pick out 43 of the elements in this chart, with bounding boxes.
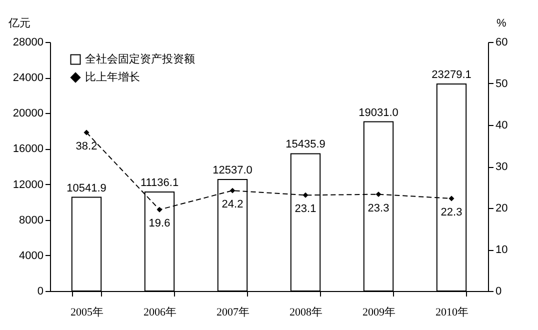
x-tick-label: 2005年: [70, 306, 104, 318]
y-tick-label: 28000: [12, 36, 44, 48]
data-label: 19031.0: [358, 106, 398, 119]
x-tick-label: 2006年: [144, 306, 176, 318]
y2-tick-label: 10: [496, 244, 508, 256]
data-label: 23279.1: [432, 68, 472, 81]
y-tick-label: 24000: [12, 72, 44, 84]
point: [230, 188, 236, 194]
x-tick-label: 2009年: [362, 306, 396, 318]
y2-tick-label: 50: [496, 78, 508, 90]
point: [302, 192, 308, 198]
x-tick-label: 2008年: [290, 306, 322, 318]
y-tick-label: 0: [37, 286, 44, 298]
y-tick-label: 8000: [19, 214, 44, 226]
y2-tick-label: 20: [496, 202, 508, 214]
data-label: 22.3: [440, 206, 462, 218]
point: [376, 192, 382, 198]
data-label: 11136.1: [140, 176, 179, 189]
point: [156, 206, 162, 212]
point: [84, 130, 90, 136]
y-tick-label: 16000: [12, 143, 44, 156]
data-label: 19.6: [148, 218, 170, 230]
data-label: 24.2: [222, 198, 244, 211]
legend-label: 全社会固定资产投资额: [85, 52, 195, 66]
y2-tick-label: 60: [496, 36, 508, 48]
legend-label: 比上年增长: [85, 70, 140, 84]
y2-tick-label: 40: [496, 120, 508, 132]
x-tick-label: 2007年: [216, 306, 250, 318]
data-label: 23.3: [368, 202, 390, 214]
y2-tick-label: 30: [496, 161, 508, 173]
data-label: 10541.9: [66, 182, 106, 194]
y-tick-label: 20000: [12, 108, 44, 120]
y-tick-label: 12000: [12, 178, 44, 191]
x-tick-label: 2010年: [436, 306, 468, 318]
point: [448, 196, 454, 202]
y-axis-title: 亿元: [8, 18, 30, 30]
data-label: 38.2: [76, 140, 98, 152]
y2-axis-title: %: [496, 18, 506, 30]
data-label: 12537.0: [212, 164, 252, 177]
data-label: 15435.9: [286, 138, 326, 151]
data-label: 23.1: [294, 203, 316, 216]
y-tick-label: 4000: [19, 250, 44, 262]
y2-tick-label: 0: [496, 286, 502, 298]
